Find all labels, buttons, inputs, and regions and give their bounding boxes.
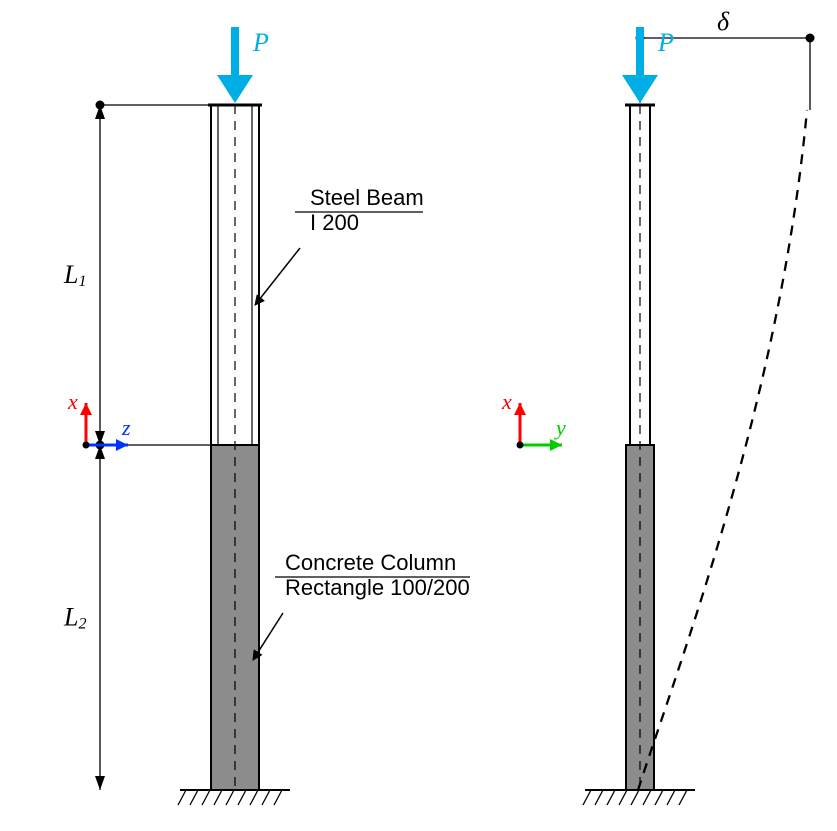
svg-text:P: P xyxy=(252,28,269,57)
steel-pointer xyxy=(255,248,300,305)
right-figure: δ xyxy=(625,7,815,790)
delta-label: δ xyxy=(717,7,730,36)
svg-text:x: x xyxy=(501,389,512,414)
svg-text:z: z xyxy=(121,415,131,440)
svg-text:x: x xyxy=(67,389,78,414)
svg-text:y: y xyxy=(554,415,566,440)
svg-text:Rectangle 100/200: Rectangle 100/200 xyxy=(285,575,470,600)
buckled-shape xyxy=(638,110,807,790)
fixed-support xyxy=(583,790,695,805)
svg-text:L1: L1 xyxy=(63,260,86,290)
fixed-support xyxy=(178,790,290,805)
svg-text:P: P xyxy=(657,28,674,57)
load-arrow: P xyxy=(217,27,269,103)
concrete-column-label: Concrete Column xyxy=(285,550,456,575)
svg-text:I 200: I 200 xyxy=(310,210,359,235)
coordinate-axes: xy xyxy=(501,389,566,451)
svg-text:L2: L2 xyxy=(63,603,86,633)
steel-beam-label: Steel Beam xyxy=(310,185,424,210)
